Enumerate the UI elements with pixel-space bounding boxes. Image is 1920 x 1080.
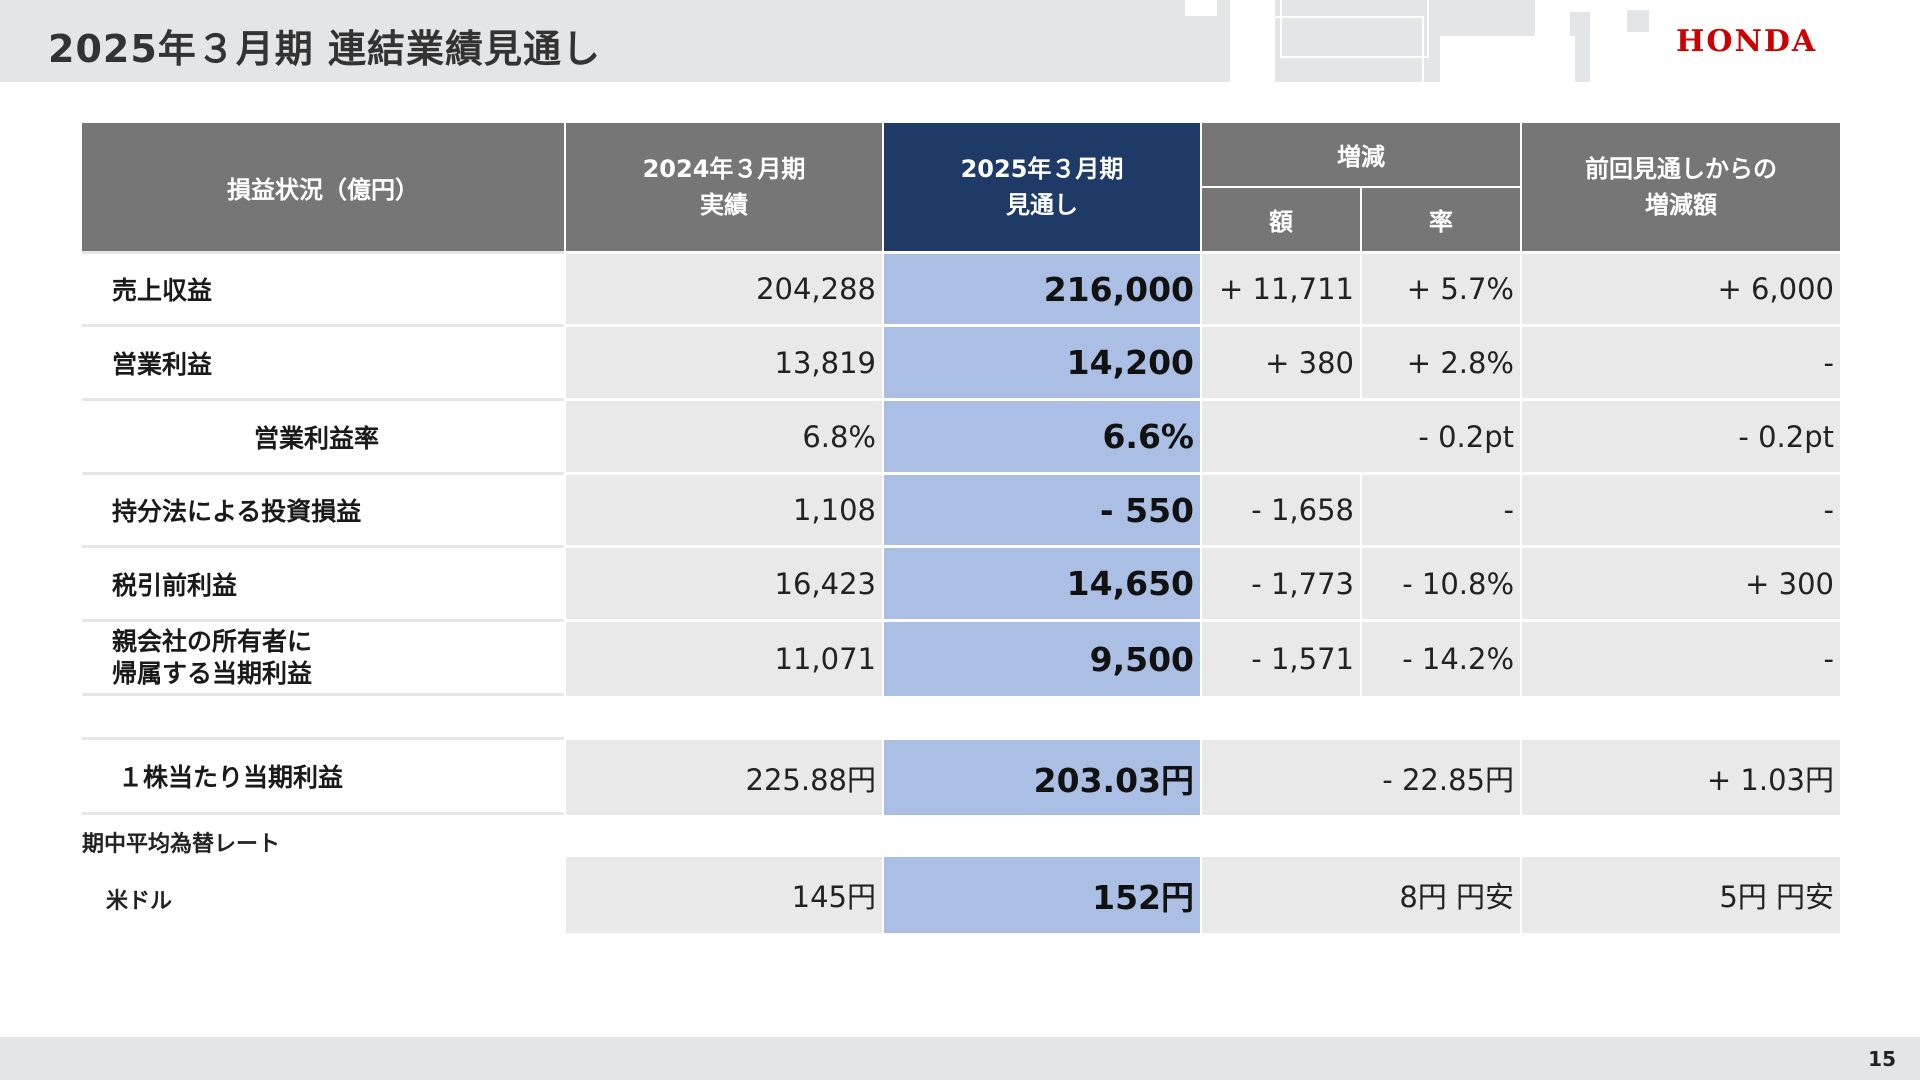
- cell-prev: 145円: [566, 857, 882, 933]
- decor-block: [1535, 0, 1570, 82]
- row-label-operating-margin: 営業利益率: [82, 398, 564, 472]
- cell-prev: 204,288: [566, 254, 882, 324]
- row-label-net-profit: 親会社の所有者に 帰属する当期利益: [82, 619, 564, 696]
- cell-vs-previous: 5円 円安: [1522, 857, 1840, 933]
- cell-vs-previous: + 1.03円: [1522, 740, 1840, 815]
- header-band: 2025年３月期 連結業績見通し HONDA: [0, 0, 1920, 82]
- page-title: 2025年３月期 連結業績見通し: [48, 27, 601, 71]
- cell-vs-previous: - 0.2pt: [1522, 401, 1840, 472]
- row-label-eps: １株当たり当期利益: [82, 737, 564, 815]
- cell-forecast: 9,500: [884, 622, 1200, 696]
- footer-band: 15: [0, 1037, 1920, 1080]
- cell-vs-previous: -: [1522, 622, 1840, 696]
- cell-prev: 6.8%: [566, 401, 882, 472]
- cell-prev: 13,819: [566, 327, 882, 398]
- cell-change-rate: + 5.7%: [1362, 254, 1520, 324]
- cell-forecast: 6.6%: [884, 401, 1200, 472]
- cell-change-amount: - 1,571: [1202, 622, 1360, 696]
- cell-vs-previous: + 300: [1522, 548, 1840, 619]
- cell-forecast: 203.03円: [884, 740, 1200, 815]
- header-change-rate: 率: [1362, 188, 1520, 251]
- honda-logo: HONDA: [1676, 24, 1818, 59]
- fx-section-label: 期中平均為替レート: [82, 832, 281, 857]
- decor-block: [1230, 0, 1275, 82]
- cell-change-merged: - 0.2pt: [1202, 401, 1520, 472]
- cell-change-rate: - 10.8%: [1362, 548, 1520, 619]
- cell-prev: 16,423: [566, 548, 882, 619]
- cell-vs-previous: -: [1522, 327, 1840, 398]
- decor-frame: [1280, 0, 1429, 58]
- row-label-operating-profit: 営業利益: [82, 324, 564, 398]
- cell-prev: 225.88円: [566, 740, 882, 815]
- row-label-pretax-profit: 税引前利益: [82, 545, 564, 619]
- row-label-equity-method: 持分法による投資損益: [82, 472, 564, 545]
- header-prev-actual: 2024年３月期 実績: [566, 123, 882, 251]
- row-label-usd: 米ドル: [106, 889, 173, 914]
- header-change-amount: 額: [1202, 188, 1360, 251]
- cell-change-merged: - 22.85円: [1202, 740, 1520, 815]
- cell-forecast: 14,650: [884, 548, 1200, 619]
- cell-vs-previous: + 6,000: [1522, 254, 1840, 324]
- cell-forecast: - 550: [884, 475, 1200, 545]
- cell-forecast: 14,200: [884, 327, 1200, 398]
- header-forecast: 2025年３月期 見通し: [884, 123, 1200, 251]
- decor-block: [1627, 10, 1649, 32]
- cell-change-merged: 8円 円安: [1202, 857, 1520, 933]
- cell-change-amount: - 1,773: [1202, 548, 1360, 619]
- cell-forecast: 152円: [884, 857, 1200, 933]
- cell-change-rate: - 14.2%: [1362, 622, 1520, 696]
- cell-change-amount: + 380: [1202, 327, 1360, 398]
- cell-forecast: 216,000: [884, 254, 1200, 324]
- cell-vs-previous: -: [1522, 475, 1840, 545]
- decor-frame: [1245, 16, 1424, 82]
- header-change: 増減: [1202, 123, 1520, 186]
- cell-change-amount: - 1,658: [1202, 475, 1360, 545]
- header-item: 損益状況（億円）: [82, 123, 564, 251]
- page-number: 15: [1868, 1047, 1896, 1071]
- cell-change-amount: + 11,711: [1202, 254, 1360, 324]
- cell-change-rate: + 2.8%: [1362, 327, 1520, 398]
- row-label-revenue: 売上収益: [82, 251, 564, 324]
- decor-block: [1185, 0, 1217, 16]
- cell-change-rate: -: [1362, 475, 1520, 545]
- cell-prev: 1,108: [566, 475, 882, 545]
- cell-prev: 11,071: [566, 622, 882, 696]
- header-vs-previous: 前回見通しからの 増減額: [1522, 123, 1840, 251]
